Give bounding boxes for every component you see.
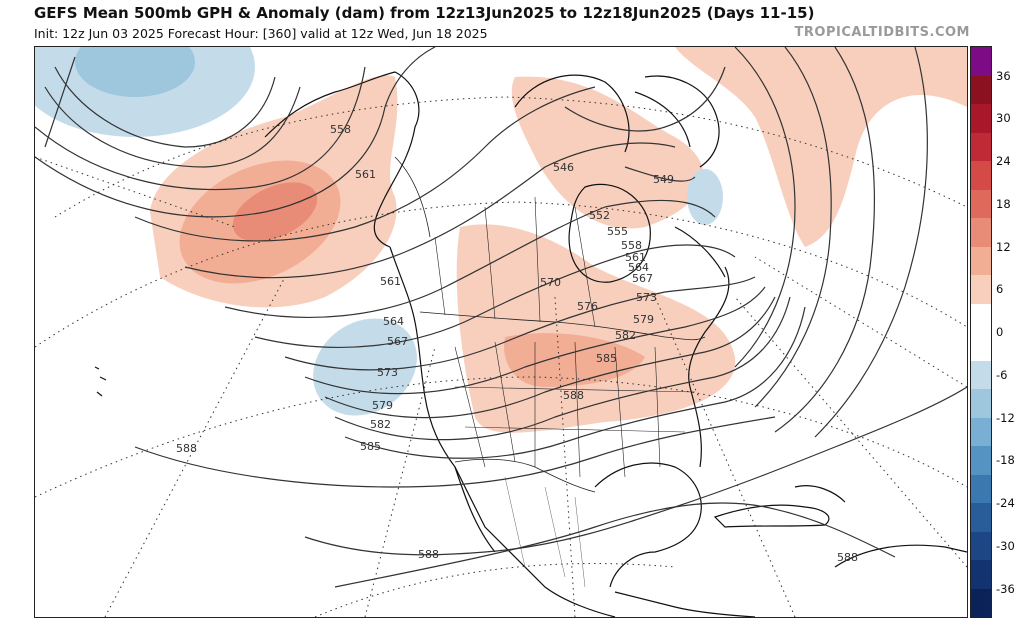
colorbar-tick-label: 12 <box>996 239 1011 254</box>
mexico-states <box>504 476 586 588</box>
gulf-coast <box>594 462 702 588</box>
positive-anomaly-gulf-peak <box>232 182 318 242</box>
baja-coast <box>454 466 496 553</box>
contour-label: 588 <box>418 548 439 561</box>
contour-label: 555 <box>607 225 628 238</box>
central-america <box>614 591 756 617</box>
contour-label: 558 <box>330 123 351 136</box>
colorbar-segment <box>971 360 991 390</box>
contour-label: 564 <box>628 261 649 274</box>
colorbar-tick-label: -6 <box>996 367 1008 382</box>
brand-watermark: TROPICALTIDBITS.COM <box>794 25 970 40</box>
colorbar-segment <box>971 246 991 276</box>
colorbar-segment <box>971 588 991 618</box>
colorbar-tick-label: 18 <box>996 196 1011 211</box>
contour-label: 561 <box>625 251 646 264</box>
colorbar-segment <box>971 531 991 561</box>
contour-label: 561 <box>355 168 376 181</box>
contour-label: 549 <box>653 173 674 186</box>
contour-label: 588 <box>176 442 197 455</box>
contour-label: 588 <box>837 551 858 564</box>
colorbar-segment <box>971 218 991 247</box>
anomaly-colorbar <box>970 46 992 618</box>
hudson-bay <box>568 183 651 283</box>
contour-label: 561 <box>380 275 401 288</box>
contour-label: 585 <box>596 352 617 365</box>
colorbar-segment <box>971 474 991 504</box>
colorbar-tick-label: 36 <box>996 68 1011 83</box>
colorbar-tick-label: 30 <box>996 111 1011 126</box>
colorbar-segment <box>971 446 991 475</box>
contour-label: 582 <box>370 418 391 431</box>
colorbar-segment <box>971 417 991 447</box>
map-title: GEFS Mean 500mb GPH & Anomaly (dam) from… <box>34 4 815 22</box>
contour-label: 546 <box>553 161 574 174</box>
contour-label: 579 <box>372 399 393 412</box>
contour-label: 570 <box>540 276 561 289</box>
atlantic-coast <box>688 266 730 468</box>
colorbar-tick-label: -24 <box>996 496 1015 510</box>
colorbar-segment <box>971 332 991 361</box>
alaska-canada-border <box>394 156 431 238</box>
colorbar-tick-label: -36 <box>996 581 1015 596</box>
positive-anomaly-arctic <box>511 76 704 229</box>
colorbar-tick-label: -18 <box>996 453 1015 468</box>
positive-anomaly-atlantic <box>675 47 967 247</box>
anomaly-shading <box>35 47 967 433</box>
greenland-coast <box>644 75 720 168</box>
labrador-coast <box>674 226 726 278</box>
colorbar-tick-label: 6 <box>996 282 1004 297</box>
colorbar-tick-label: -12 <box>996 410 1015 425</box>
contour-label: 573 <box>636 291 657 304</box>
colorbar-segment <box>971 560 991 589</box>
map-canvas: 558 561 561 546 549 552 555 558 561 564 … <box>35 47 967 617</box>
map-panel: 558 561 561 546 549 552 555 558 561 564 … <box>34 46 968 618</box>
south-america <box>834 544 967 568</box>
colorbar-segment <box>971 161 991 190</box>
hispaniola <box>794 485 846 503</box>
contour-label: 588 <box>563 389 584 402</box>
colorbar-tick-label: -30 <box>996 538 1015 553</box>
negative-anomaly-pacific-northwest <box>313 318 417 416</box>
contour-label: 567 <box>387 335 408 348</box>
colorbar-segment <box>971 189 991 219</box>
colorbar-segment <box>971 104 991 133</box>
negative-anomaly-labrador <box>687 169 723 225</box>
colorbar-segment <box>971 47 991 76</box>
province-lines <box>434 196 596 328</box>
colorbar-segment <box>971 389 991 418</box>
contour-label: 573 <box>377 366 398 379</box>
hawaii <box>94 366 107 397</box>
colorbar-tick-label: 24 <box>996 154 1011 168</box>
contour-label: 576 <box>577 300 598 313</box>
contour-label: 552 <box>589 209 610 222</box>
colorbar-segment <box>971 275 991 304</box>
political-borders <box>394 156 706 588</box>
negative-anomaly-core <box>75 47 195 97</box>
contour-label: 564 <box>383 315 404 328</box>
contour-label: 567 <box>632 272 653 285</box>
colorbar-segment <box>971 75 991 105</box>
us-canada-border <box>419 311 706 341</box>
arctic-islands <box>514 74 691 153</box>
contour-labels: 558 561 561 546 549 552 555 558 561 564 … <box>176 123 858 564</box>
colorbar-segment <box>971 132 991 162</box>
contour-label: 579 <box>633 313 654 326</box>
colorbar-segment <box>971 503 991 532</box>
contour-label: 585 <box>360 440 381 453</box>
contour-label: 558 <box>621 239 642 252</box>
colorbar-tick-label: 0 <box>996 325 1004 339</box>
coastlines <box>94 71 967 617</box>
colorbar-segment <box>971 303 991 333</box>
alaska-coast <box>264 71 420 248</box>
map-subtitle: Init: 12z Jun 03 2025 Forecast Hour: [36… <box>34 26 488 41</box>
contour-label: 582 <box>615 329 636 342</box>
height-contours <box>35 47 967 588</box>
